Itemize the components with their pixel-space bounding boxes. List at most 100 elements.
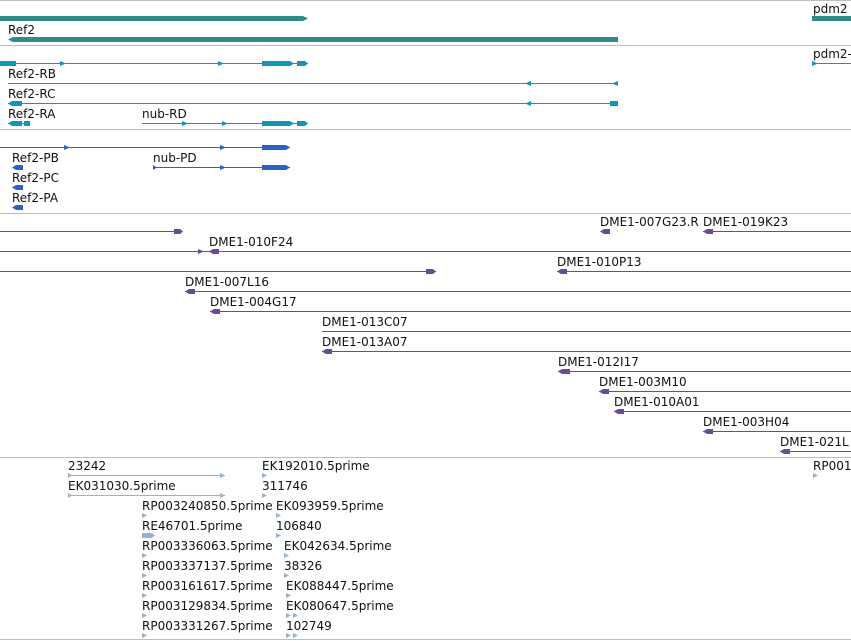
transcript-label-nub-rd[interactable]: nub-RD (142, 107, 187, 121)
est-label-ek093959[interactable]: EK093959.5prime (276, 499, 384, 513)
est-ek093959[interactable] (276, 513, 281, 518)
est-label-rp003161617[interactable]: RP003161617.5prime (142, 579, 273, 593)
clone-label-dme1-010p13[interactable]: DME1-010P13 (557, 255, 642, 269)
clone-dme1-003h04[interactable] (703, 429, 851, 434)
est-label-rp003240850[interactable]: RP003240850.5prime (142, 499, 273, 513)
clone-label-dme1-007l16[interactable]: DME1-007L16 (185, 275, 269, 289)
track-divider (0, 213, 851, 214)
gene-feature-pdm2[interactable] (812, 16, 851, 21)
clone-dme1-004g17[interactable] (210, 309, 851, 314)
clone-label-dme1-007g23[interactable]: DME1-007G23.R (600, 215, 699, 229)
clone-label-dme1-021l[interactable]: DME1-021L (780, 435, 849, 449)
est-ek031030[interactable] (68, 493, 225, 498)
clone-dme1-012i17[interactable] (558, 369, 851, 374)
clone-dme1-013a07[interactable] (322, 349, 851, 354)
est-rp003240850[interactable] (142, 513, 147, 518)
protein-ref2-pb[interactable] (12, 165, 23, 170)
gene-label-pdm2[interactable]: pdm2 (813, 2, 848, 16)
est-label-re46701[interactable]: RE46701.5prime (142, 519, 243, 533)
clone-label-dme1-010f24[interactable]: DME1-010F24 (209, 235, 294, 249)
est-track (68, 473, 818, 638)
est-label-ek088447[interactable]: EK088447.5prime (286, 579, 394, 593)
est-label-rp001[interactable]: RP001 (813, 459, 851, 473)
clone-dme1-007g23[interactable] (600, 229, 610, 234)
clone-dme1-019k23[interactable] (703, 229, 851, 234)
transcript-pdm2[interactable] (812, 61, 851, 66)
est-label-ek042634[interactable]: EK042634.5prime (284, 539, 392, 553)
transcript-ref2-rb-upper[interactable] (0, 61, 308, 66)
transcript-label-ref2-ra[interactable]: Ref2-RA (8, 107, 56, 121)
gene-track (0, 16, 851, 42)
est-label-rp003331267[interactable]: RP003331267.5prime (142, 619, 273, 633)
est-label-311746[interactable]: 311746 (262, 479, 308, 493)
track-divider (0, 0, 851, 1)
transcript-label-ref2-rb[interactable]: Ref2-RB (8, 67, 56, 81)
est-ek192010[interactable] (262, 473, 267, 478)
transcript-label-pdm2[interactable]: pdm2- (813, 47, 851, 61)
clone-label-dme1-019k23[interactable]: DME1-019K23 (703, 215, 789, 229)
est-label-rp003336063[interactable]: RP003336063.5prime (142, 539, 273, 553)
protein-label-ref2-pb[interactable]: Ref2-PB (12, 151, 59, 165)
est-label-23242[interactable]: 23242 (68, 459, 107, 473)
clone-dme1-007l16[interactable] (185, 289, 851, 294)
protein-label-nub-pd[interactable]: nub-PD (153, 151, 197, 165)
est-rp003129834[interactable] (142, 613, 147, 618)
protein-ref2-pc[interactable] (12, 185, 23, 190)
clone-label-dme1-010a01[interactable]: DME1-010A01 (614, 395, 700, 409)
clone-dme1-010f24[interactable] (0, 249, 851, 254)
est-23242[interactable] (68, 473, 225, 478)
est-label-rp003337137[interactable]: RP003337137.5prime (142, 559, 273, 573)
clone-label-dme1-003h04[interactable]: DME1-003H04 (703, 415, 790, 429)
protein-label-ref2-pa[interactable]: Ref2-PA (12, 191, 59, 205)
transcript-ref2-rc[interactable] (8, 101, 618, 106)
transcript-track-a (0, 61, 851, 126)
est-label-106840[interactable]: 106840 (276, 519, 322, 533)
clone-label-dme1-004g17[interactable]: DME1-004G17 (210, 295, 297, 309)
est-re46701[interactable] (142, 533, 155, 538)
gene-feature-ref2-upper[interactable] (0, 16, 308, 21)
gene-feature-ref2[interactable] (8, 37, 618, 42)
track-divider (0, 129, 851, 130)
est-label-102749[interactable]: 102749 (286, 619, 332, 633)
est-38326[interactable] (284, 573, 289, 578)
clone-label-dme1-013a07[interactable]: DME1-013A07 (322, 335, 408, 349)
est-rp003336063[interactable] (142, 553, 147, 558)
est-ek042634[interactable] (284, 553, 289, 558)
protein-label-ref2-pc[interactable]: Ref2-PC (12, 171, 59, 185)
est-ek088447[interactable] (286, 593, 291, 598)
clone-label-dme1-012i17[interactable]: DME1-012I17 (558, 355, 639, 369)
clone-dme1-010a01[interactable] (614, 409, 851, 414)
clone-dme1-021l[interactable] (780, 449, 851, 454)
est-label-ek080647[interactable]: EK080647.5prime (286, 599, 394, 613)
clone-dme1-003m10[interactable] (599, 389, 851, 394)
protein-ref2-pb-upper[interactable] (0, 145, 290, 150)
est-311746[interactable] (262, 493, 267, 498)
est-label-ek031030[interactable]: EK031030.5prime (68, 479, 176, 493)
protein-nub-pd[interactable] (153, 165, 290, 170)
clone-track (0, 229, 851, 454)
est-rp003331267[interactable] (142, 633, 147, 638)
clone-dme1-010p13[interactable] (0, 269, 851, 274)
gene-label-ref2[interactable]: Ref2 (8, 23, 36, 37)
est-label-ek192010[interactable]: EK192010.5prime (262, 459, 370, 473)
est-label-38326[interactable]: 38326 (284, 559, 323, 573)
track-divider (0, 639, 851, 640)
clone-label-dme1-003m10[interactable]: DME1-003M10 (599, 375, 687, 389)
transcript-ref2-rb[interactable] (8, 81, 618, 86)
clone-feature[interactable] (0, 229, 183, 234)
est-rp003161617[interactable] (142, 593, 147, 598)
transcript-label-ref2-rc[interactable]: Ref2-RC (8, 87, 56, 101)
est-label-rp003129834[interactable]: RP003129834.5prime (142, 599, 273, 613)
est-rp003337137[interactable] (142, 573, 147, 578)
clone-label-dme1-013c07[interactable]: DME1-013C07 (322, 315, 408, 329)
protein-track-b (0, 145, 290, 210)
transcript-nub-rd[interactable] (142, 121, 308, 126)
est-rp001[interactable] (813, 473, 818, 478)
est-106840[interactable] (276, 533, 281, 538)
transcript-ref2-ra[interactable] (8, 121, 30, 126)
protein-ref2-pa[interactable] (12, 205, 23, 210)
est-102749[interactable] (286, 633, 298, 638)
est-ek080647[interactable] (286, 613, 298, 618)
